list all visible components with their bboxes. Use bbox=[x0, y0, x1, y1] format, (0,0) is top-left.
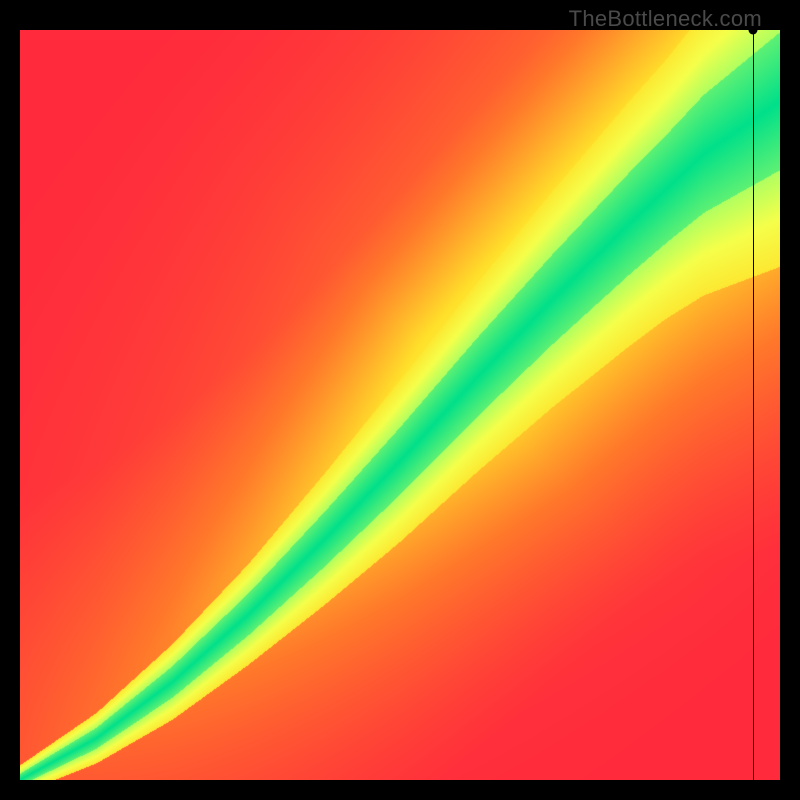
watermark-text: TheBottleneck.com bbox=[569, 6, 762, 32]
vertical-marker-line bbox=[753, 30, 754, 780]
heatmap-canvas bbox=[20, 30, 780, 780]
heatmap-plot bbox=[20, 30, 780, 780]
